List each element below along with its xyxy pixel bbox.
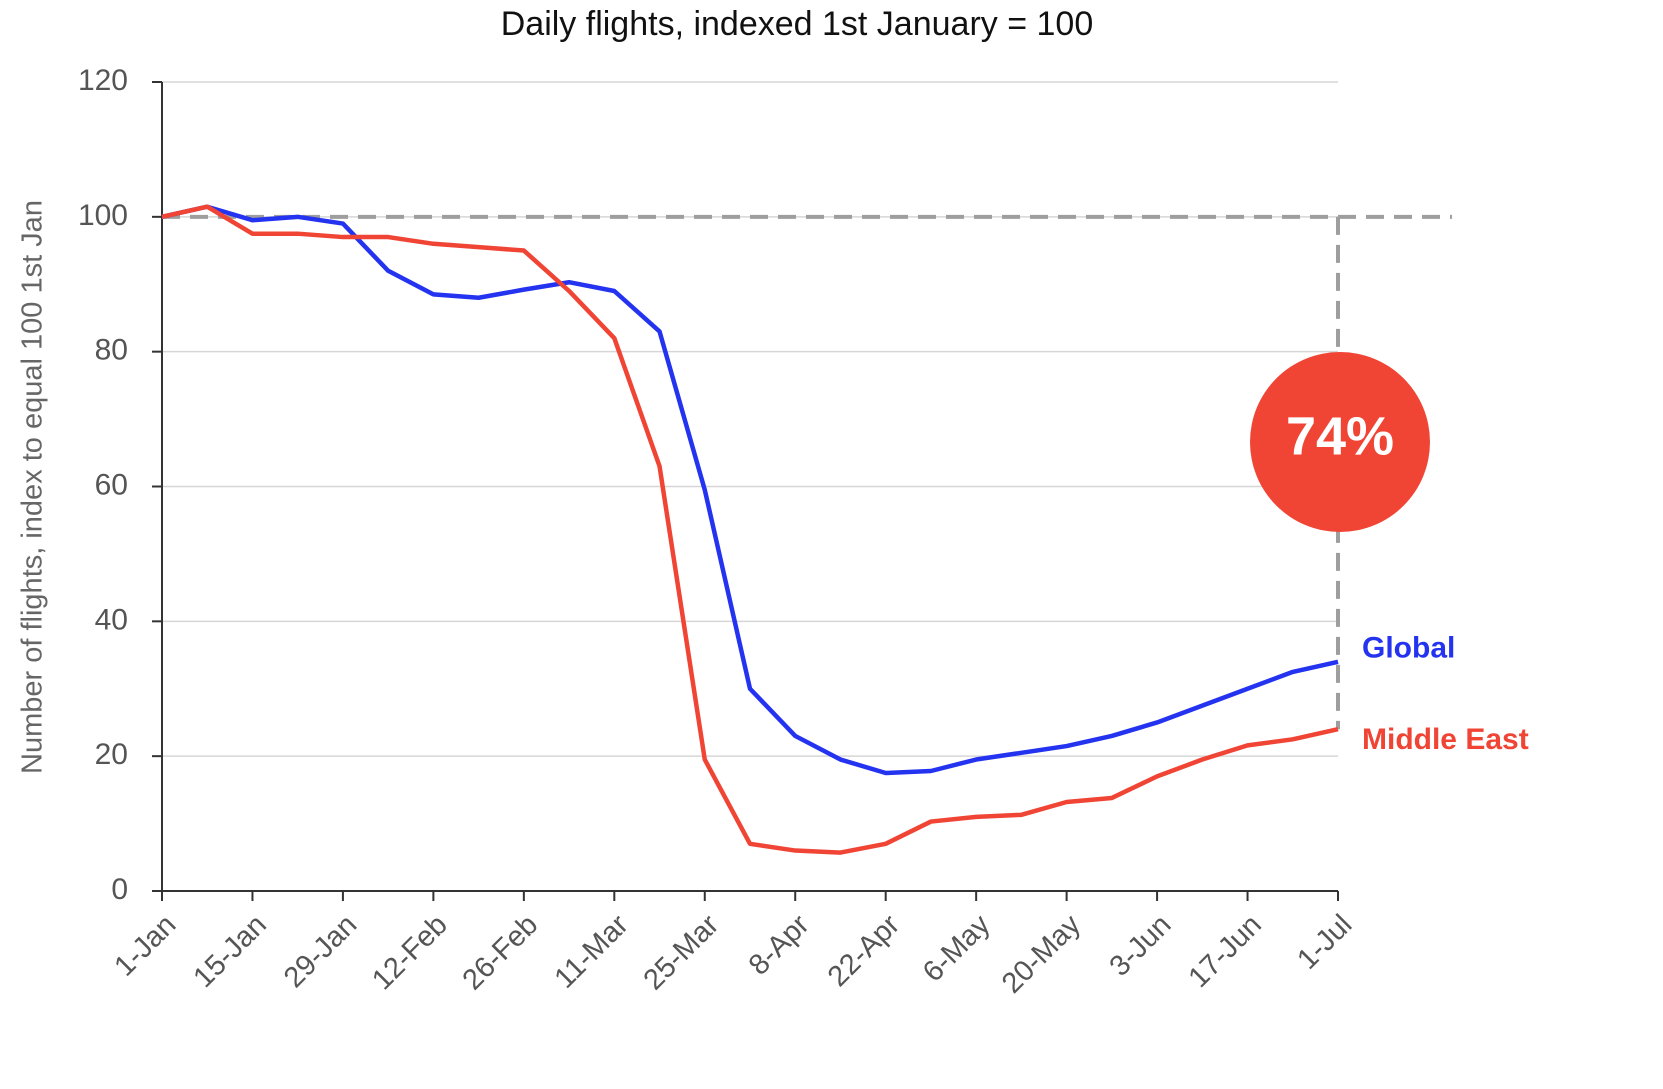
x-tick-label: 1-Jan [108,909,182,983]
x-tick-label: 15-Jan [187,909,272,994]
y-tick-label: 20 [95,738,128,771]
x-tick-label: 22-Apr [822,908,906,992]
x-tick-label: 3-Jun [1104,909,1178,983]
y-tick-label: 120 [78,64,128,97]
x-tick-label: 1-Jul [1291,909,1358,976]
series-label: Global [1362,632,1455,665]
y-tick-label: 0 [111,873,128,906]
chart-title: Daily flights, indexed 1st January = 100 [501,5,1094,43]
series-line [161,204,1339,855]
x-tick-label: 12-Feb [366,909,454,997]
x-tick-label: 17-Jun [1183,909,1268,994]
x-tick-label: 20-May [996,908,1087,999]
x-tick-label: 6-May [917,908,997,988]
y-tick-label: 80 [95,334,128,367]
annotation: 74% [1286,406,1394,466]
annotation-circle [1250,352,1430,532]
series-label: Middle East [1362,723,1529,756]
x-tick-label: 8-Apr [743,908,816,981]
y-tick-label: 100 [78,199,128,232]
y-axis-label: Number of flights, index to equal 100 1s… [17,200,49,774]
x-tick-label: 29-Jan [278,909,363,994]
x-tick-label: 11-Mar [549,909,635,995]
series-line [161,204,1339,776]
x-tick-label: 25-Mar [638,908,726,996]
y-tick-label: 40 [95,603,128,636]
y-tick-label: 60 [95,468,128,501]
x-tick-label: 26-Feb [457,909,545,997]
